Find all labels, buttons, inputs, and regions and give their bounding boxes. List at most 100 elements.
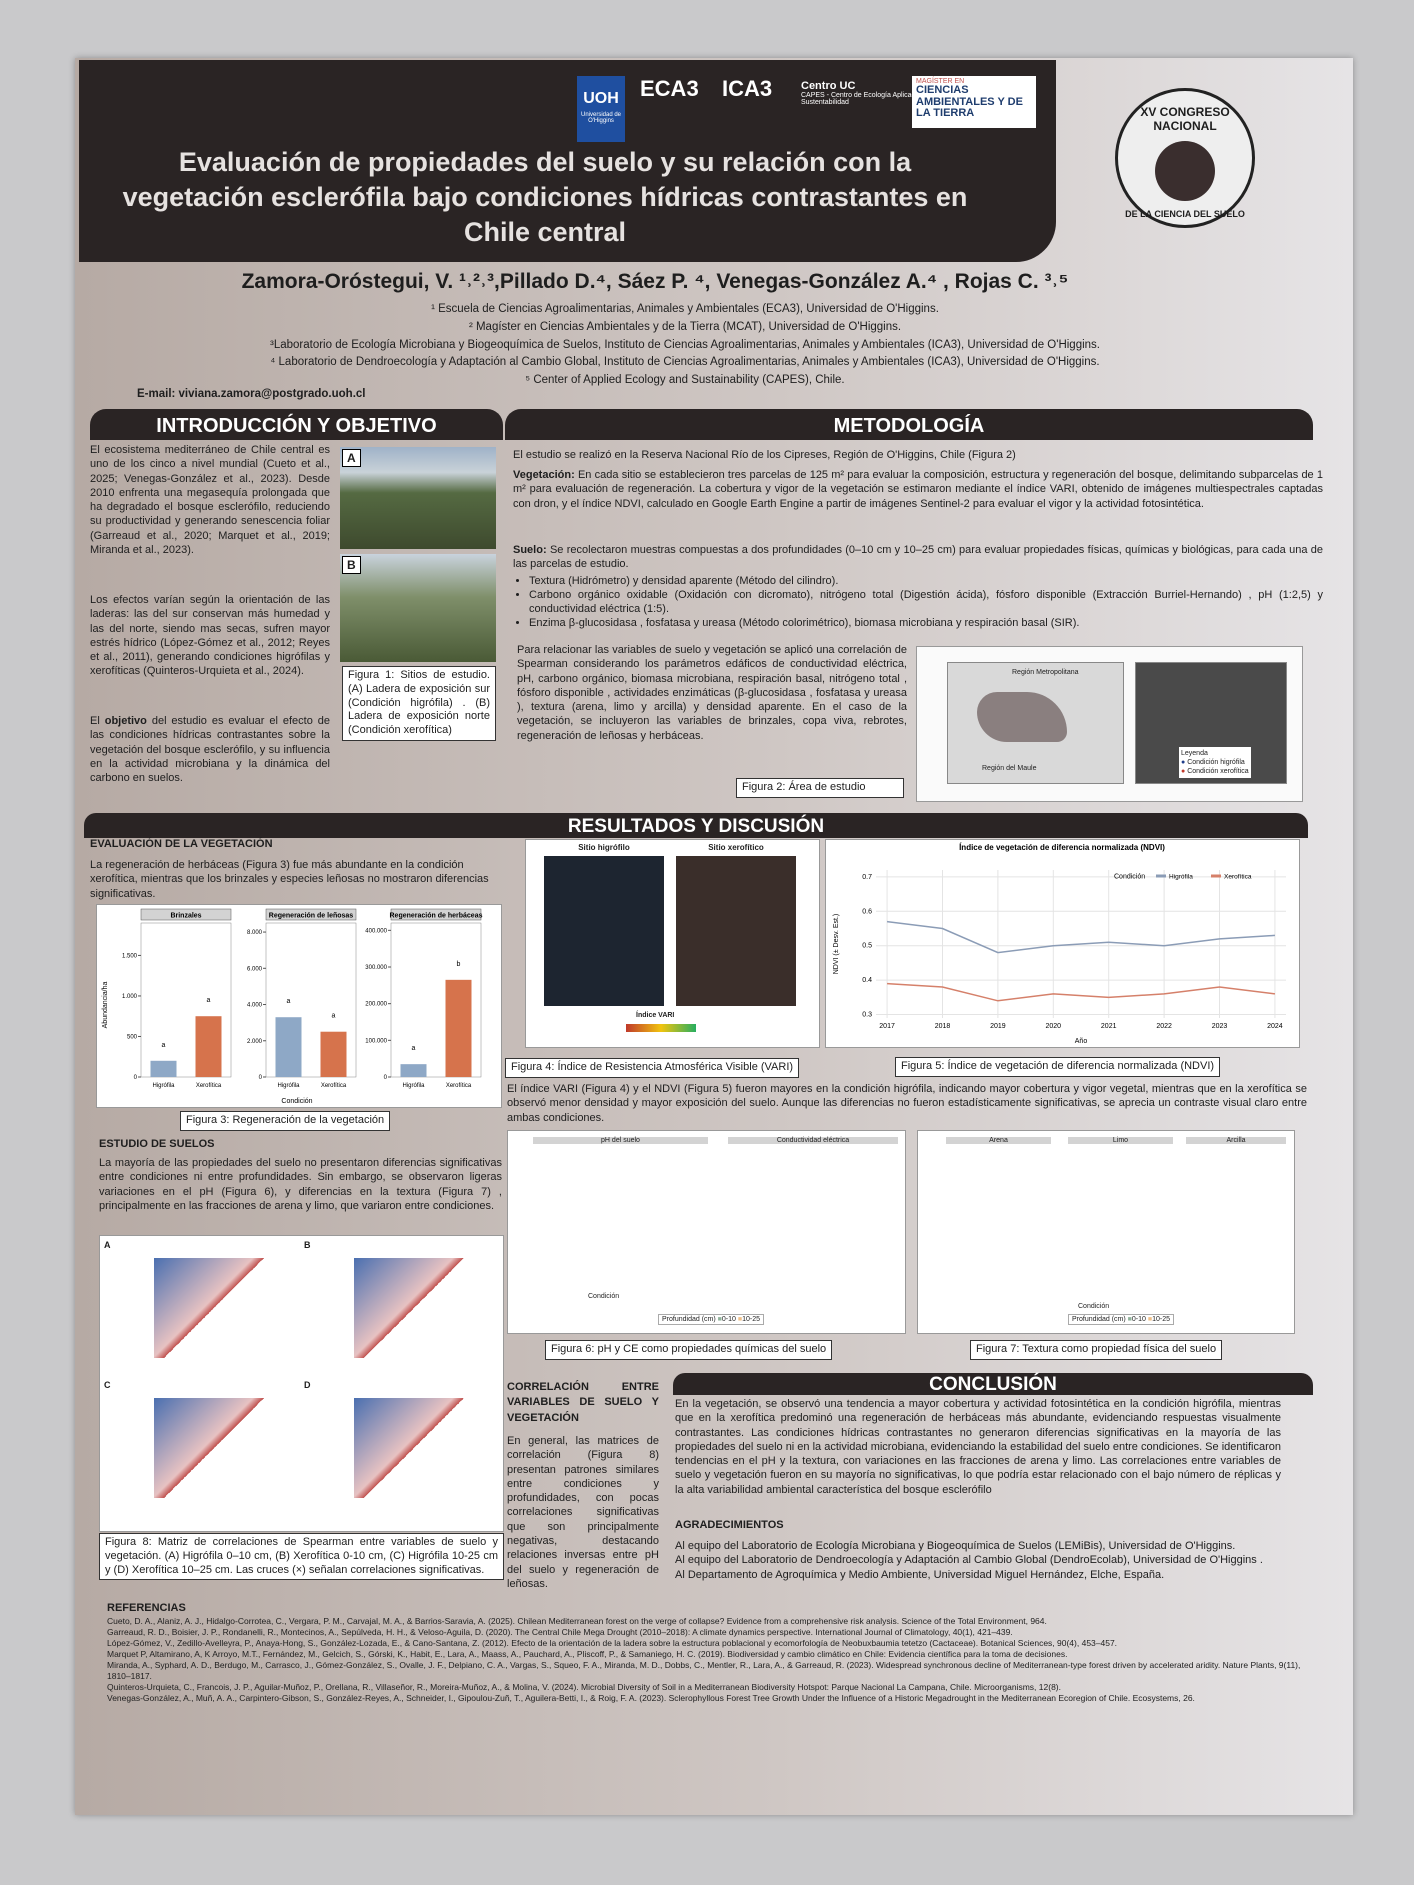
affiliation: ⁵ Center of Applied Ecology and Sustaina… bbox=[525, 374, 845, 387]
line bbox=[887, 982, 1276, 1002]
axis-label: Condición bbox=[281, 1098, 312, 1105]
bar bbox=[275, 1017, 302, 1077]
x-tick-label: Higrófila bbox=[277, 1083, 300, 1089]
y-tick-label: 0.4 bbox=[862, 977, 872, 984]
vari-map bbox=[544, 856, 664, 1006]
map-region bbox=[977, 692, 1067, 742]
panel-strip bbox=[390, 908, 482, 921]
axis-label: Condición bbox=[1078, 1303, 1110, 1310]
figure-caption: Figura 2: Área de estudio bbox=[736, 778, 904, 798]
affiliation: ¹ Escuela de Ciencias Agroalimentarias, … bbox=[431, 303, 939, 315]
section-heading: INTRODUCCIÓN Y OBJETIVO bbox=[90, 409, 503, 440]
y-tick-label: 300.000 bbox=[365, 965, 387, 971]
line-chart: Índice de vegetación de diferencia norma… bbox=[833, 843, 1286, 1045]
legend-entry: ● Condición higrófila bbox=[1181, 759, 1245, 767]
correlation-matrix bbox=[154, 1258, 274, 1358]
paragraph: Vegetación: En cada sitio se establecier… bbox=[513, 468, 1323, 511]
section-heading: METODOLOGÍA bbox=[505, 409, 1313, 440]
subheading: EVALUACIÓN DE LA VEGETACIÓN bbox=[90, 838, 273, 850]
affiliation: ⁴ Laboratorio de Dendroecología y Adapta… bbox=[270, 356, 1100, 369]
text: Vegetación: bbox=[513, 469, 575, 481]
paragraph: El estudio se realizó en la Reserva Naci… bbox=[513, 449, 1016, 461]
x-tick-label: 2023 bbox=[1212, 1023, 1228, 1030]
line bbox=[886, 920, 1275, 954]
y-tick-label: 0 bbox=[384, 1075, 388, 1081]
reference: Miranda, A., Syphard, A. D., Berdugo, M.… bbox=[107, 1660, 1301, 1682]
affiliation: ³Laboratorio de Ecología Microbiana y Bi… bbox=[270, 338, 1100, 351]
significance-letter: a bbox=[332, 1013, 336, 1020]
reference: Marquet P, Altamirano, A, K Arroyo, M.T.… bbox=[107, 1649, 1068, 1660]
y-tick-label: 500 bbox=[127, 1034, 138, 1040]
panel-label: A bbox=[104, 1240, 111, 1250]
color-scale bbox=[626, 1024, 696, 1032]
chart-title: Índice de vegetación de diferencia norma… bbox=[959, 843, 1165, 852]
y-tick-label: 100.000 bbox=[365, 1038, 387, 1044]
panel-label: B bbox=[304, 1240, 311, 1250]
legend-title: Condición bbox=[1114, 874, 1145, 881]
y-tick-label: 2.000 bbox=[247, 1039, 263, 1045]
x-tick-label: Xerofítica bbox=[321, 1083, 347, 1089]
x-tick-label: 2017 bbox=[879, 1023, 895, 1030]
x-tick-label: 2021 bbox=[1101, 1023, 1117, 1030]
text: Condición xerofítica bbox=[1187, 768, 1249, 776]
figure-caption: Figura 8: Matriz de correlaciones de Spe… bbox=[99, 1533, 504, 1581]
figure-7: Arena Limo Arcilla Condición Profundidad… bbox=[917, 1130, 1295, 1334]
email: E-mail: viviana.zamora@postgrado.uoh.cl bbox=[137, 388, 366, 400]
legend-entry: ● Condición xerofítica bbox=[1181, 768, 1249, 776]
figure-caption: Figura 7: Textura como propiedad física … bbox=[970, 1340, 1223, 1360]
y-tick-label: 4.000 bbox=[247, 1003, 263, 1009]
legend-entry: Xerofítica bbox=[1224, 874, 1252, 881]
legend-entry: 0-10 bbox=[1131, 1316, 1146, 1323]
text: Suelo: bbox=[513, 544, 547, 556]
text: Se recolectaron muestras compuestas a do… bbox=[513, 544, 1324, 571]
x-tick-label: Higrófila bbox=[152, 1083, 175, 1089]
y-tick-label: 8.000 bbox=[247, 930, 263, 936]
section-heading: RESULTADOS Y DISCUSIÓN bbox=[84, 813, 1308, 838]
text: Condición higrófila bbox=[1187, 759, 1245, 767]
y-tick-label: 400.000 bbox=[365, 928, 387, 934]
poster: UOH Universidad de O'Higgins ECA3 ICA3 C… bbox=[75, 58, 1353, 1815]
reference: Quinteros-Urquieta, C., Francois, J. P.,… bbox=[107, 1682, 1061, 1693]
panel-title: Sitio higrófilo bbox=[578, 843, 630, 852]
subheading: REFERENCIAS bbox=[107, 1602, 186, 1614]
y-tick-label: 1.500 bbox=[122, 953, 138, 959]
axis-label: Año bbox=[1075, 1038, 1088, 1045]
figure-6: pH del suelo Conductividad eléctrica Con… bbox=[507, 1130, 906, 1334]
paragraph: La mayoría de las propiedades del suelo … bbox=[99, 1157, 502, 1212]
bullet: Carbono orgánico oxidable (Oxidación con… bbox=[529, 588, 1323, 617]
y-tick-label: 0.6 bbox=[862, 908, 872, 915]
legend: Profundidad (cm) ■0-10 ■10-25 bbox=[658, 1314, 764, 1325]
figure-caption: Figura 3: Regeneración de la vegetación bbox=[180, 1111, 391, 1131]
paragraph: Al equipo del Laboratorio de Ecología Mi… bbox=[675, 1539, 1281, 1582]
bar bbox=[445, 979, 472, 1077]
panel-title: Brinzales bbox=[170, 913, 201, 920]
scale-title: Índice VARI bbox=[636, 1012, 675, 1019]
subheading: CORRELACIÓN ENTRE VARIABLES DE SUELO Y V… bbox=[507, 1381, 659, 1424]
x-tick-label: 2020 bbox=[1046, 1023, 1062, 1030]
legend-title: Profundidad (cm) bbox=[662, 1316, 716, 1323]
acknowledgement: Al equipo del Laboratorio de Dendroecolo… bbox=[675, 1554, 1263, 1567]
photo-label: A bbox=[342, 449, 361, 467]
bar bbox=[320, 1031, 347, 1077]
x-tick-label: Higrófila bbox=[402, 1083, 425, 1089]
paragraph: La regeneración de herbáceas (Figura 3) … bbox=[90, 859, 489, 900]
legend-entry: 0-10 bbox=[721, 1316, 736, 1323]
x-tick-label: Xerofítica bbox=[196, 1083, 222, 1089]
legend: Profundidad (cm) ■0-10 ■10-25 bbox=[1068, 1314, 1174, 1325]
bar bbox=[195, 1016, 222, 1077]
figure-caption: Figura 1: Sitios de estudio. (A) Ladera … bbox=[342, 666, 496, 741]
magister-logo: MAGÍSTER EN CIENCIAS AMBIENTALES Y DE LA… bbox=[912, 76, 1036, 128]
significance-letter: b bbox=[457, 961, 461, 968]
y-tick-label: 6.000 bbox=[247, 966, 263, 972]
logo-text: UOH bbox=[583, 90, 619, 107]
y-tick-label: 0.5 bbox=[862, 943, 872, 950]
panel-title: Sitio xerofítico bbox=[708, 843, 764, 852]
affiliations: ¹ Escuela de Ciencias Agroalimentarias, … bbox=[185, 301, 1185, 390]
y-tick-label: 0.7 bbox=[862, 874, 872, 881]
map-label: Región del Maule bbox=[982, 765, 1037, 772]
figure-8: A B C D bbox=[99, 1235, 504, 1532]
text: del estudio es evaluar el efecto de las … bbox=[90, 715, 330, 785]
y-tick-label: 0 bbox=[134, 1075, 138, 1081]
panel-strip bbox=[140, 908, 232, 921]
subheading: ESTUDIO DE SUELOS bbox=[99, 1138, 215, 1150]
